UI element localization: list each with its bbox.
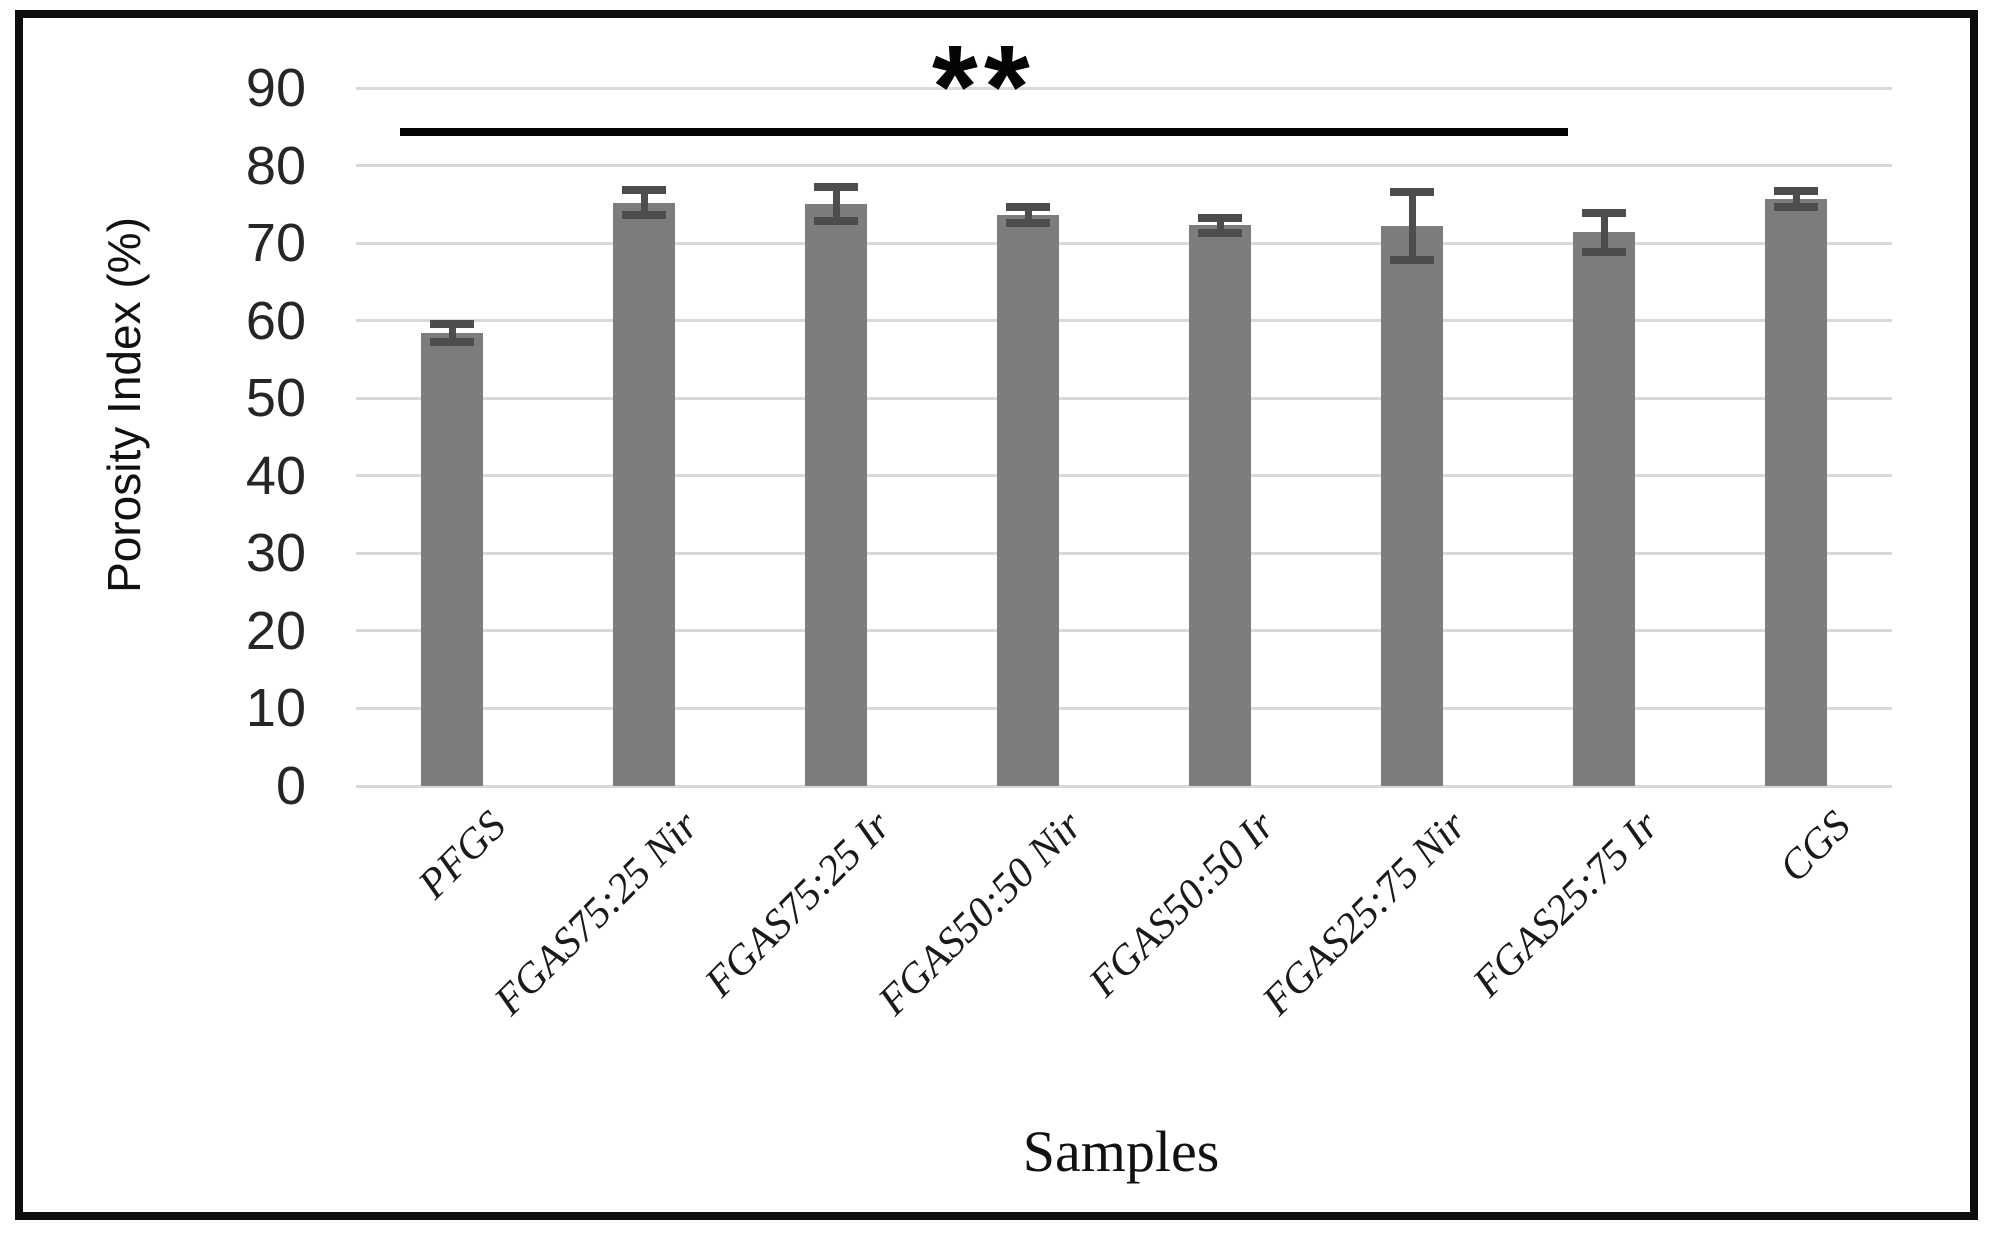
error-bar-cap-top (622, 186, 666, 195)
x-axis-title: Samples (1022, 1119, 1220, 1184)
error-bar-cap-top (1198, 213, 1242, 222)
bar (1189, 225, 1251, 786)
gridline (356, 164, 1892, 168)
chart-frame (15, 10, 1978, 1220)
error-bar-stem (1792, 191, 1800, 207)
error-bar-cap-bottom (814, 217, 858, 226)
x-tick-label: FGAS75:25 Ir (695, 802, 900, 1006)
bar (1381, 226, 1443, 786)
y-tick-label: 0 (275, 756, 306, 816)
gridline (356, 551, 1892, 555)
gridline (356, 474, 1892, 478)
gridline (356, 784, 1892, 788)
y-tick-label: 10 (245, 678, 306, 739)
x-tick-label: FGAS50:50 Ir (1079, 802, 1284, 1006)
bar (613, 202, 675, 786)
gridline (356, 319, 1892, 323)
y-tick-label: 50 (245, 368, 306, 429)
error-bar-cap-bottom (622, 211, 666, 220)
bar (421, 333, 483, 786)
y-tick-label: 70 (245, 213, 306, 274)
error-bar-stem (832, 187, 840, 222)
bar (1573, 232, 1635, 786)
error-bar-cap-top (1582, 208, 1626, 217)
y-tick-label: 80 (245, 135, 306, 196)
error-bar-stem (448, 323, 456, 343)
gridline (356, 629, 1892, 633)
x-tick-label: FGAS75:25 Nir (485, 802, 708, 1025)
gridline (356, 241, 1892, 245)
y-tick-label: 90 (245, 58, 306, 118)
bar (805, 204, 867, 786)
y-tick-label: 40 (245, 445, 306, 506)
significance-line (400, 128, 1568, 137)
gridline (356, 396, 1892, 400)
error-bar-cap-bottom (1006, 218, 1050, 227)
error-bar-cap-top (1774, 187, 1818, 196)
error-bar-stem (1408, 191, 1416, 261)
error-bar-cap-bottom (430, 338, 474, 347)
error-bar-cap-bottom (1774, 202, 1818, 211)
error-bar-stem (640, 190, 648, 216)
error-bar-cap-bottom (1582, 247, 1626, 256)
error-bar-cap-top (814, 183, 858, 192)
gridline (356, 86, 1892, 90)
x-tick-label: CGS (1770, 802, 1860, 892)
x-tick-label: FGAS50:50 Nir (869, 802, 1092, 1025)
y-tick-label: 60 (245, 290, 306, 351)
error-bar-cap-top (1006, 203, 1050, 212)
x-tick-label: FGAS25:75 Nir (1253, 802, 1476, 1025)
x-tick-label: PFGS (410, 802, 516, 908)
error-bar-stem (1600, 212, 1608, 252)
y-tick-label: 30 (245, 523, 306, 584)
error-bar-cap-bottom (1390, 256, 1434, 265)
y-tick-label: 20 (245, 600, 306, 661)
x-tick-label: FGAS25:75 Ir (1463, 802, 1668, 1006)
bar (997, 215, 1059, 786)
bar (1765, 198, 1827, 786)
error-bar-cap-top (1390, 187, 1434, 196)
error-bar-stem (1216, 217, 1224, 234)
significance-stars: ** (931, 21, 1036, 153)
gridline (356, 706, 1892, 710)
error-bar-cap-top (430, 319, 474, 328)
error-bar-cap-bottom (1198, 229, 1242, 238)
error-bar-stem (1024, 207, 1032, 223)
